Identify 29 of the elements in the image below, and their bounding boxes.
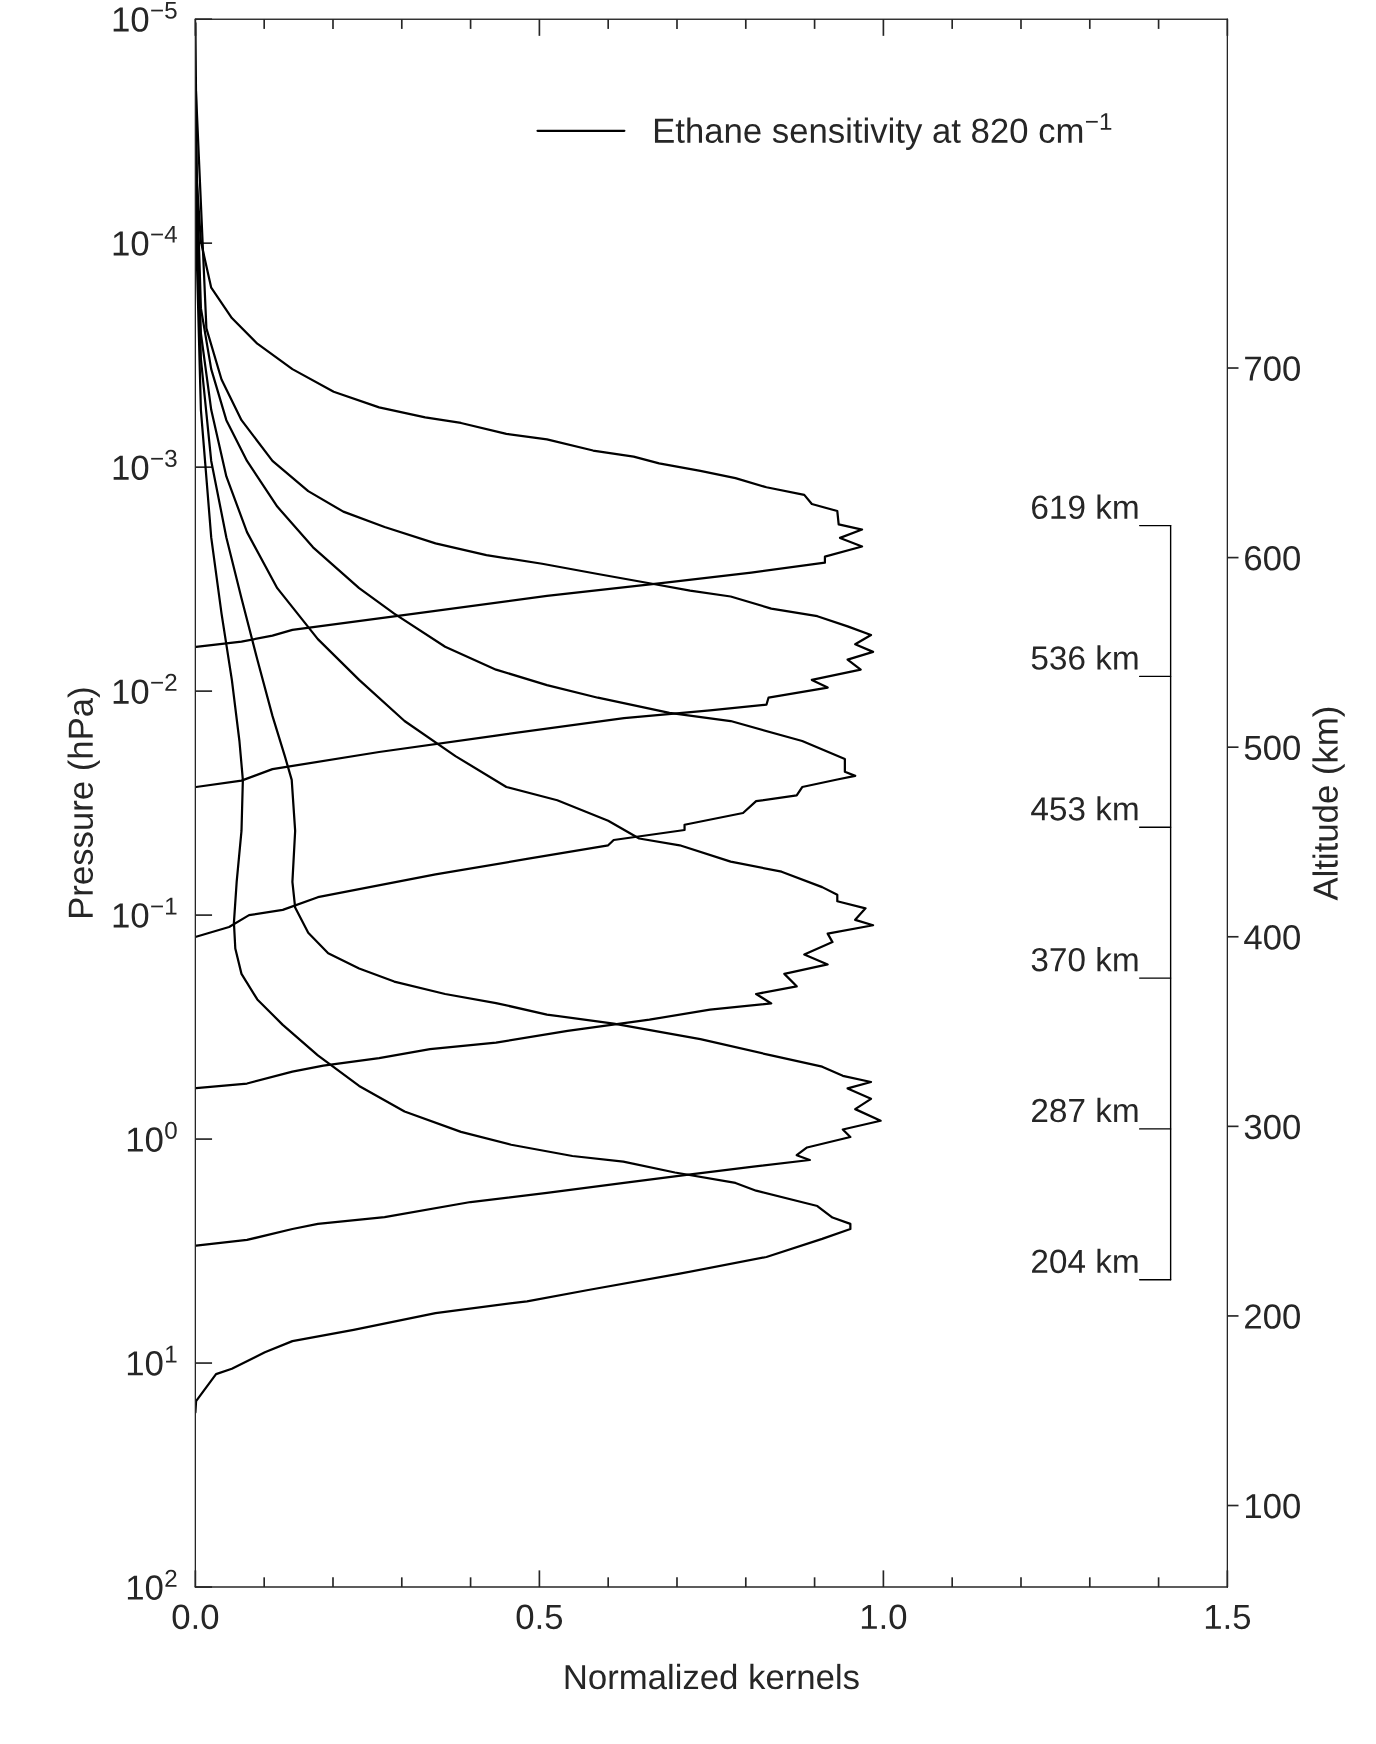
x-tick-label: 0.5	[516, 1604, 563, 1630]
y-tick-label: 10$^{−3}$	[113, 449, 177, 481]
y2-tick-label: 300	[1244, 1114, 1300, 1140]
x-tick-label: 1.5	[1205, 1604, 1251, 1630]
annotation: 453 km	[1031, 796, 1138, 821]
annotation: 370 km	[1031, 947, 1138, 972]
y2-axis-title: Altitude (km)	[1312, 707, 1345, 901]
annotation: 287 km	[1032, 1097, 1138, 1123]
y-tick-label: 10$^{−5}$	[113, 1, 177, 32]
y-tick-label: 10$^{0}$	[127, 1121, 177, 1152]
x-axis-title: Normalized kernels	[565, 1663, 859, 1690]
y2-tick-label: 600	[1245, 545, 1300, 571]
y2-tick-label: 700	[1245, 356, 1300, 381]
y-tick-label: 10$^{−2}$	[113, 673, 177, 704]
x-tick-label: 1.0	[861, 1604, 907, 1630]
y2-tick-label: 100	[1246, 1493, 1300, 1519]
y2-tick-label: 500	[1244, 735, 1300, 761]
y-tick-label: 10$^{−1}$	[113, 897, 177, 928]
y2-tick-label: 400	[1244, 925, 1300, 950]
x-tick-label: 0.0	[172, 1604, 219, 1630]
y2-tick-label: 200	[1245, 1304, 1300, 1329]
y-tick-label: 10$^{−4}$	[113, 225, 177, 256]
annotation: 204 km	[1032, 1248, 1138, 1274]
y-axis-title: Pressure (hPa)	[67, 688, 100, 917]
y-tick-label: 10$^{1}$	[127, 1345, 177, 1376]
annotation: 536 km	[1031, 645, 1138, 670]
legend-label: Ethane sensitivity at 820 cm$^{−1}$	[654, 113, 1112, 150]
y-tick-label: 10$^{2}$	[127, 1569, 177, 1600]
annotation: 619 km	[1032, 494, 1138, 520]
